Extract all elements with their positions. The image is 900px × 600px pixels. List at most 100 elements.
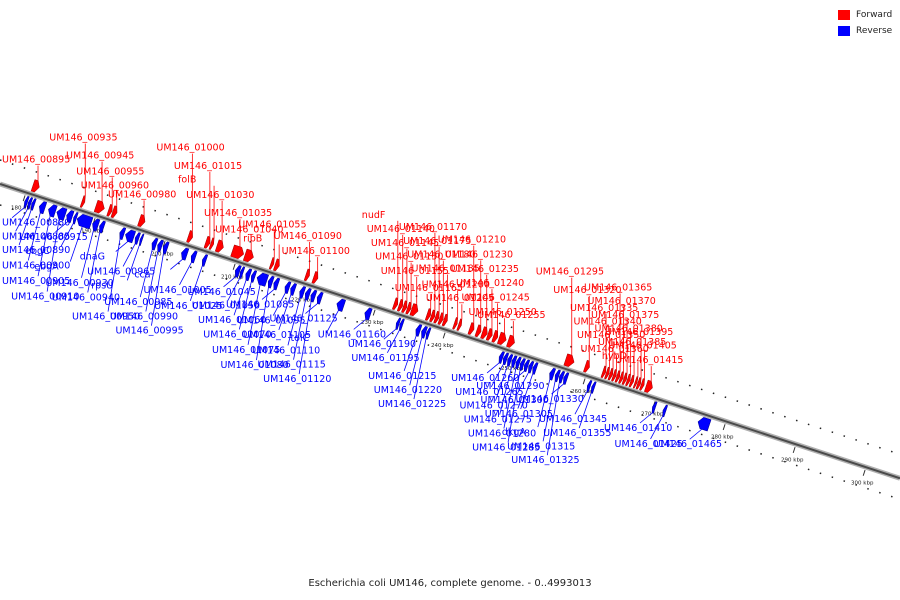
legend-forward: Forward xyxy=(838,10,892,20)
gene-label-um146_01340: UM146_01340 xyxy=(574,317,642,328)
label-leader-line xyxy=(293,299,306,360)
forward-gene-um146_01200 xyxy=(452,317,458,330)
axis-tick-label: 260 kbp xyxy=(571,389,594,395)
reverse-gene-um146_00940 xyxy=(99,220,106,234)
gene-label-um146_01055: UM146_01055 xyxy=(238,219,306,230)
gene-label-um146_01215: UM146_01215 xyxy=(368,371,436,382)
label-leader-line xyxy=(223,276,236,288)
gene-label-um146_01150: UM146_01150 xyxy=(375,252,443,263)
gene-label-rpsu: rpsU xyxy=(91,280,113,291)
label-leader-line xyxy=(15,208,28,232)
reverse-gene-um146_01315 xyxy=(554,369,561,383)
axis-tick-label: 190 kbp xyxy=(81,229,104,235)
gene-label-um146_01385: UM146_01385 xyxy=(598,337,666,348)
gene-label-dnag: dnaG xyxy=(80,252,105,263)
reverse-gene-ebgc xyxy=(72,212,79,225)
reverse-gene-um146_01110 xyxy=(299,286,307,299)
gene-label-um146_01105: UM146_01105 xyxy=(243,330,311,341)
reverse-gene-um146_01290 xyxy=(523,359,531,373)
reverse-gene-ebga xyxy=(76,213,94,230)
gene-label-um146_00915: UM146_00915 xyxy=(20,232,88,243)
gene-label-um146_01160: UM146_01160 xyxy=(318,329,386,340)
reverse-gene-um146_01005 xyxy=(190,250,198,264)
reverse-gene-um146_00995 xyxy=(162,241,170,255)
label-leader-line xyxy=(403,335,417,371)
reverse-gene-cca xyxy=(181,247,190,261)
gene-label-um146_01465: UM146_01465 xyxy=(654,439,722,450)
axis-tick xyxy=(442,332,446,339)
label-leader-line xyxy=(383,328,397,340)
forward-gene-um146_01295 xyxy=(563,353,575,367)
gene-label-um146_01100: UM146_01100 xyxy=(282,246,350,257)
gene-label-um146_01030: UM146_01030 xyxy=(186,190,254,201)
legend-reverse-swatch xyxy=(838,26,850,36)
gene-label-um146_01220: UM146_01220 xyxy=(374,385,442,396)
genome-backbone xyxy=(0,183,900,480)
forward-gene-um146_01245 xyxy=(491,329,499,343)
gene-label-um146_01140: UM146_01140 xyxy=(367,224,435,235)
gene-label-um146_01255: UM146_01255 xyxy=(477,310,545,321)
gene-label-um146_01095: UM146_01095 xyxy=(237,316,305,327)
reverse-gene-um146_00880 xyxy=(23,195,30,209)
gene-label-um146_00955: UM146_00955 xyxy=(76,166,144,177)
gene-label-um146_01270: UM146_01270 xyxy=(459,401,527,412)
label-leader-line xyxy=(238,281,252,330)
axis-tick-label: 220 kbp xyxy=(291,297,314,303)
label-leader-line xyxy=(326,310,339,334)
label-leader-line xyxy=(413,338,427,400)
gene-label-um146_01115: UM146_01115 xyxy=(258,360,326,371)
gene-label-um146_01165: UM146_01165 xyxy=(395,283,463,294)
axis-tick-label: 270 kbp xyxy=(641,412,664,418)
gene-label-um146_01395: UM146_01395 xyxy=(605,327,673,338)
reverse-gene-um146_01330 xyxy=(563,372,570,385)
gene-label-um146_00990: UM146_00990 xyxy=(110,311,178,322)
reverse-gene-um146_01285 xyxy=(519,358,526,371)
label-leader-line xyxy=(503,368,517,429)
gene-label-um146_01245: UM146_01245 xyxy=(462,292,530,303)
gene-label-hybd: hybD xyxy=(602,351,627,362)
axis-tick-label: 210 kbp xyxy=(221,274,244,280)
gene-label-um146_01185: UM146_01185 xyxy=(412,264,480,275)
label-leader-line xyxy=(542,381,556,442)
reverse-gene-um146_00990 xyxy=(157,239,165,253)
gene-label-um146_00885: UM146_00885 xyxy=(2,231,70,242)
gene-label-um146_01120: UM146_01120 xyxy=(263,374,331,385)
reverse-gene-um146_01325 xyxy=(558,370,566,384)
gene-label-um146_00905: UM146_00905 xyxy=(2,276,70,287)
gene-label-um146_01125: UM146_01125 xyxy=(269,314,337,325)
forward-gene-nudf xyxy=(391,297,399,310)
label-leader-line xyxy=(353,319,366,330)
label-leader-line xyxy=(689,428,702,440)
gene-label-um146_01195: UM146_01195 xyxy=(351,353,419,364)
gene-label-um146_01085: UM146_01085 xyxy=(226,299,294,310)
legend-reverse-label: Reverse xyxy=(856,26,893,36)
label-leader-line xyxy=(486,362,500,374)
label-leader-line xyxy=(227,277,241,301)
reverse-gene-rpsu xyxy=(138,233,145,247)
axis-tick xyxy=(372,309,376,316)
label-leader-line xyxy=(189,265,203,302)
gene-label-um146_01285: UM146_01285 xyxy=(472,442,540,453)
gene-label-um146_01025: UM146_01025 xyxy=(154,301,222,312)
reverse-gene-dnag xyxy=(125,229,137,244)
reverse-gene-um146_01305 xyxy=(532,362,539,375)
gene-label-um146_00895: UM146_00895 xyxy=(2,155,70,166)
legend-reverse: Reverse xyxy=(838,26,892,36)
reverse-gene-tolc xyxy=(336,298,347,312)
reverse-gene-um146_01260 xyxy=(498,351,505,364)
label-leader-line xyxy=(578,392,592,429)
axis-tick-label: 230 kbp xyxy=(361,320,384,326)
gene-label-um146_01330: UM146_01330 xyxy=(515,394,583,405)
gene-label-um146_01370: UM146_01370 xyxy=(588,296,656,307)
gene-label-um146_01210: UM146_01210 xyxy=(438,235,506,246)
reverse-gene-um146_01465 xyxy=(697,417,712,432)
label-leader-line xyxy=(512,370,525,382)
reverse-gene-um146_01355 xyxy=(590,381,597,394)
forward-gene-um146_00955 xyxy=(106,203,113,217)
gene-label-um146_01235: UM146_01235 xyxy=(451,264,519,275)
gene-label-dkga: dkgA xyxy=(502,427,527,438)
gene-label-ebga: ebgA xyxy=(34,262,59,273)
forward-gene-um146_01015 xyxy=(203,235,211,249)
axis-tick xyxy=(862,469,866,476)
